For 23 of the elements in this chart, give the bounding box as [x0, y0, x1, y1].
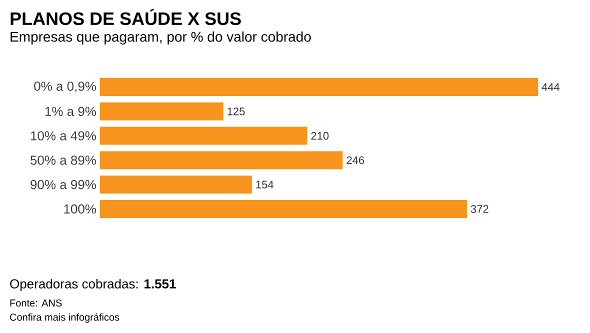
data-label: 210 — [311, 132, 329, 140]
chart-title: PLANOS DE SAÚDE X SUS — [10, 8, 241, 26]
chart-subtitle: Empresas que pagaram, por % do valor cobrado — [10, 31, 311, 45]
text: Confira mais infográficos — [10, 313, 120, 323]
bar — [100, 176, 252, 194]
y-tick-label: 10% a 49% — [30, 131, 96, 140]
data-label: 154 — [256, 180, 274, 188]
bar — [100, 126, 308, 145]
y-tick-label: 1% a 9% — [45, 106, 96, 116]
data-label: 125 — [228, 108, 245, 116]
data-label: 246 — [346, 156, 364, 164]
y-tick-label: 90% a 99% — [30, 180, 96, 190]
bar — [100, 151, 343, 170]
text: Operadoras cobradas: 1.551 — [10, 278, 176, 292]
source-note: Fonte: ANS — [10, 299, 62, 307]
data-label: 372 — [470, 205, 488, 213]
bar — [100, 78, 538, 96]
data-label: 444 — [542, 83, 560, 91]
y-tick-label: 100% — [64, 204, 96, 214]
bar — [100, 102, 224, 120]
y-tick-label: 0% a 0,9% — [34, 82, 96, 92]
bar — [100, 200, 467, 218]
y-tick-label: 50% a 89% — [30, 156, 96, 165]
